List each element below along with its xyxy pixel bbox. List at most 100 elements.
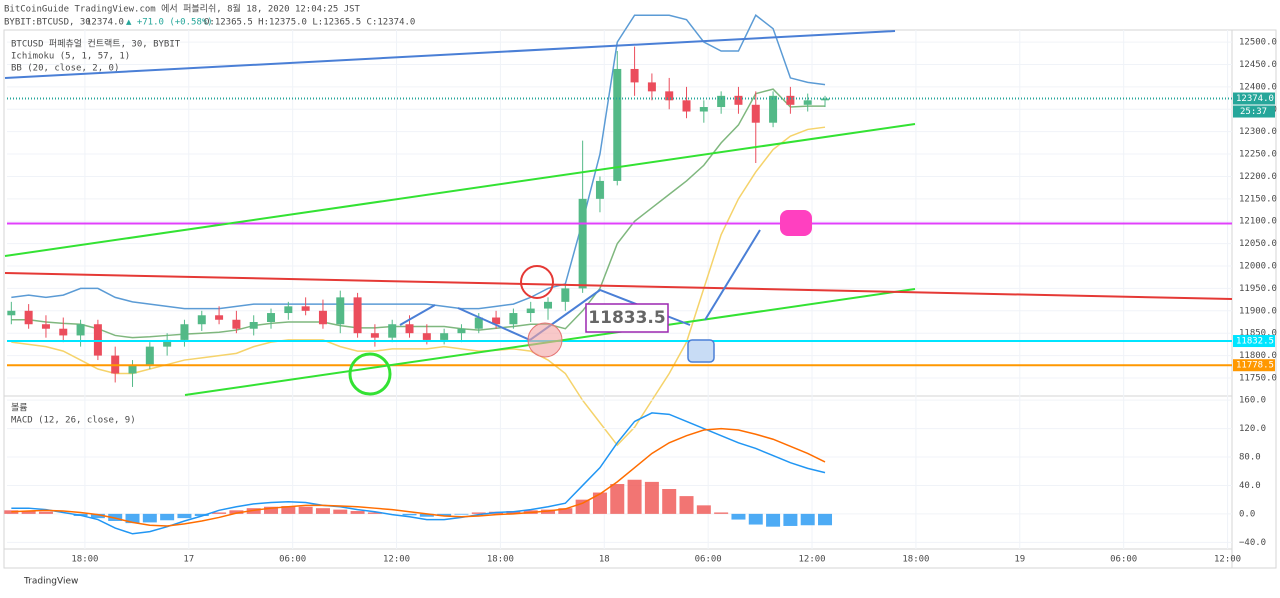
legend-entry: 볼륨 [11,403,28,414]
histogram-bar [818,513,833,526]
candle-body [59,328,68,336]
candle-body [578,198,587,289]
x-tick-label: 12:00 [383,555,410,565]
histogram-bar [4,510,19,514]
y-tick-label: 80.0 [1239,453,1261,463]
ohlc: O:12365.5 H:12375.0 L:12365.5 C:12374.0 [204,18,415,28]
bb-line [11,88,826,339]
histogram-bar [125,513,140,524]
legend-entry: Ichimoku (5, 1, 57, 1) [11,52,130,62]
histogram-bar [437,513,452,517]
candle-body [336,297,345,325]
y-tick-label: 12100.0 [1239,217,1277,227]
bb-line [11,14,826,310]
histogram-bar [281,506,296,514]
candle-body [751,104,760,123]
candle-body [440,333,449,340]
candle-body [24,310,33,325]
y-tick-label: 12150.0 [1239,194,1277,204]
histogram-bar [90,513,105,519]
histogram-bar [177,513,192,519]
histogram-bar [748,513,763,525]
price-label: 11832.5 [1236,337,1274,347]
candle-body [699,107,708,112]
legend-entry: MACD (12, 26, close, 9) [11,416,136,426]
candle-body [717,95,726,108]
y-tick-label: 12200.0 [1239,172,1277,182]
histogram-bar [38,511,53,514]
candle-body [595,180,604,199]
histogram-bar [610,484,625,514]
y-tick-label: 12500.0 [1239,38,1277,48]
candle-body [769,95,778,123]
x-tick-label: 19 [1014,555,1025,565]
histogram-bar [575,499,590,514]
y-tick-label: 12400.0 [1239,82,1277,92]
y-tick-label: 12250.0 [1239,150,1277,160]
y-tick-label: 11750.0 [1239,373,1277,383]
candle-body [630,68,639,83]
candle-body [353,297,362,334]
histogram-bar [696,505,711,514]
x-tick-label: 12:00 [798,555,825,565]
candle-body [474,317,483,329]
candle-body [301,306,310,311]
price-label: 11778.5 [1236,361,1274,371]
x-tick-label: 18:00 [902,555,929,565]
histogram-bar [333,509,348,514]
candle-body [388,324,397,338]
countdown: 25:37 [1240,107,1267,117]
x-tick-label: 18:00 [487,555,514,565]
y-tick-label: 160.0 [1239,396,1266,406]
candle-body [128,364,137,374]
candle-body [145,346,154,365]
histogram-bar [454,513,469,515]
histogram-bar [21,511,36,514]
trend-line [4,30,896,79]
histogram-bar [142,513,157,523]
y-tick-label: 0.0 [1239,509,1255,519]
trend-line [4,123,916,257]
x-tick-label: 18:00 [71,555,98,565]
candle-body [734,95,743,105]
emoji-icon [348,352,392,396]
candle-body [457,328,466,334]
candle-body [267,313,276,322]
histogram-bar [714,512,729,514]
x-tick-label: 18 [599,555,610,565]
candle-body [76,324,85,336]
smile-icon [520,265,554,299]
histogram-bar [471,512,486,514]
candle-body [163,339,172,347]
legend-entry: BB (20, close, 2, 0) [11,64,119,74]
callout-box [585,303,669,333]
histogram-bar [419,513,434,517]
macd-line [11,427,826,527]
histogram-bar [662,488,677,514]
candle-body [526,308,535,314]
price-badge [1233,92,1275,105]
histogram-bar [402,513,417,516]
candle-body [180,324,189,340]
histogram-bar [315,508,330,514]
x-tick-label: 17 [183,555,194,565]
y-tick-label: 12450.0 [1239,60,1277,70]
plot: 18:00 17 06:00 12:00 18:00 18 06:00 12:00 18:00 1… [4,14,1277,565]
histogram-bar [783,513,798,526]
histogram-bar [627,479,642,514]
price-label: 12374.0 [1236,94,1274,104]
candle-body [405,324,414,334]
histogram-bar [766,513,781,527]
candle-body [7,310,16,316]
histogram-bar [212,512,227,514]
candle-body [613,68,622,181]
trend-line [4,272,1233,300]
price-badge [1233,335,1275,348]
candle-body [821,98,830,101]
candle-body [803,100,812,105]
candle-body [215,315,224,320]
hand-icon [687,339,715,363]
candle-body [422,333,431,340]
x-tick-label: 06:00 [695,555,722,565]
